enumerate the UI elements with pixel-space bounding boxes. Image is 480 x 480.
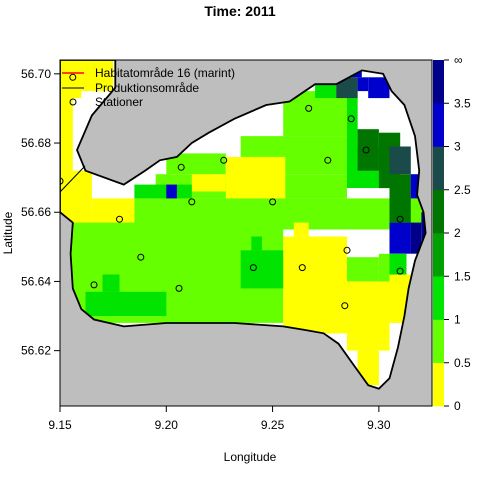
station-marker-13 [396,215,404,223]
heatmap-cell-36 [410,174,422,199]
y-tick-label-0: 56.62 [21,344,51,358]
heatmap-cell-16 [283,236,347,334]
colorbar-label-3: 1.5 [454,269,471,283]
legend-habitat-label: Habitatområde 16 (marint) [95,66,235,80]
heatmap-cell-11 [283,91,358,137]
heatmap-cell-22 [251,236,262,251]
x-tick-label-2: 9.25 [261,418,285,432]
colorbar-band-4 [433,189,444,234]
heatmap-cell-12 [225,156,286,199]
x-tick-label-0: 9.15 [48,418,72,432]
heatmap-cell-13 [191,174,226,192]
colorbar: 0 0.5 1 1.5 2 2.5 3 3.5 ∞ [433,53,471,413]
colorbar-label-7: 3.5 [454,96,471,110]
colorbar-band-7 [433,60,444,104]
colorbar-label-6: 3 [454,140,461,154]
colorbar-band-1 [433,319,444,363]
heatmap-cell-17 [293,222,309,237]
heatmap-cell-39 [421,212,426,254]
heatmap-cell-3 [60,170,92,223]
heatmap-cell-7 [134,198,426,230]
station-marker-6 [188,198,196,206]
station-marker-2 [116,215,123,223]
x-axis: 9.15 9.20 9.25 9.30 [48,406,391,432]
y-tick-label-2: 56.66 [21,205,51,219]
heatmap-cell-26 [347,91,358,147]
plot-frame [59,59,433,407]
colorbar-label-5: 2.5 [454,183,471,197]
heatmap-cell-38 [410,222,422,254]
colorbar-label-8: ∞ [454,53,463,67]
colorbar-band-2 [433,276,444,320]
x-tick-label-3: 9.30 [367,418,391,432]
habitat-area-boundary [60,165,86,193]
y-tick-label-3: 56.68 [21,136,51,150]
heatmap-cell-37 [389,222,411,254]
station-marker-19 [396,267,404,275]
heatmap-cell-24 [102,274,120,292]
station-marker-16 [249,264,257,272]
heatmap-cell-2 [60,98,73,171]
y-axis: 56.62 56.64 56.66 56.68 56.70 [21,67,60,358]
heatmap-cell-9 [166,153,226,175]
station-marker-9 [305,104,313,112]
station-marker-3 [137,253,145,261]
legend-stations-swatch [69,98,77,106]
colorbar-band-6 [433,103,444,147]
colorbar-label-2: 1 [454,313,461,327]
heatmap-cell-40 [389,253,407,275]
colorbar-band-3 [433,233,444,277]
station-marker-4 [90,281,98,289]
heatmap-cell-31 [357,77,369,92]
station-marker-0 [60,177,64,185]
heatmap-cell-27 [357,129,379,171]
station-marker-7 [220,156,228,164]
colorbar-label-4: 2 [454,226,461,240]
station-marker-8 [269,198,277,206]
station-marker-12 [362,146,370,154]
heatmap-cell-1 [81,60,114,92]
plot-area [60,60,432,406]
x-tick-label-1: 9.20 [155,418,179,432]
colorbar-band-5 [433,146,444,190]
legend-production-label: Produktionsområde [95,81,199,95]
y-tick-label-1: 56.64 [21,274,51,288]
x-axis-label: Longitude [224,450,277,464]
legend: Habitatområde 16 (marint) Produktionsomr… [62,66,235,109]
heatmap-cell-33 [368,77,390,99]
heatmap-cell-21 [240,250,284,289]
station-marker-11 [347,115,355,123]
station-marker-18 [341,302,349,310]
station-markers [60,73,404,310]
y-tick-label-4: 56.70 [21,67,51,81]
station-marker-1 [69,73,77,81]
heatmap-cell-15 [166,184,177,199]
station-marker-5 [177,163,185,171]
heatmap-cell-30 [336,77,358,99]
heatmap-cell-18 [347,281,390,351]
colorbar-label-1: 0.5 [454,356,471,370]
heatmap-cell-34 [389,146,411,175]
legend-stations-label: Stationer [95,95,143,109]
heatmap-cell-35 [389,174,411,223]
station-marker-14 [343,246,351,254]
station-marker-17 [175,284,183,292]
heatmap-cell-14 [134,184,192,199]
y-axis-label: Latitude [1,211,15,254]
heatmap-cell-42 [347,257,379,282]
concentration-cells [60,60,426,386]
colorbar-band-0 [433,362,444,407]
colorbar-label-0: 0 [454,399,461,413]
station-marker-10 [324,156,332,164]
chart-title: Time: 2011 [204,3,276,19]
station-marker-15 [298,264,306,272]
heatmap-cell-23 [85,291,167,316]
production-area-boundary [60,60,427,390]
heatmap-cell-41 [378,253,390,282]
